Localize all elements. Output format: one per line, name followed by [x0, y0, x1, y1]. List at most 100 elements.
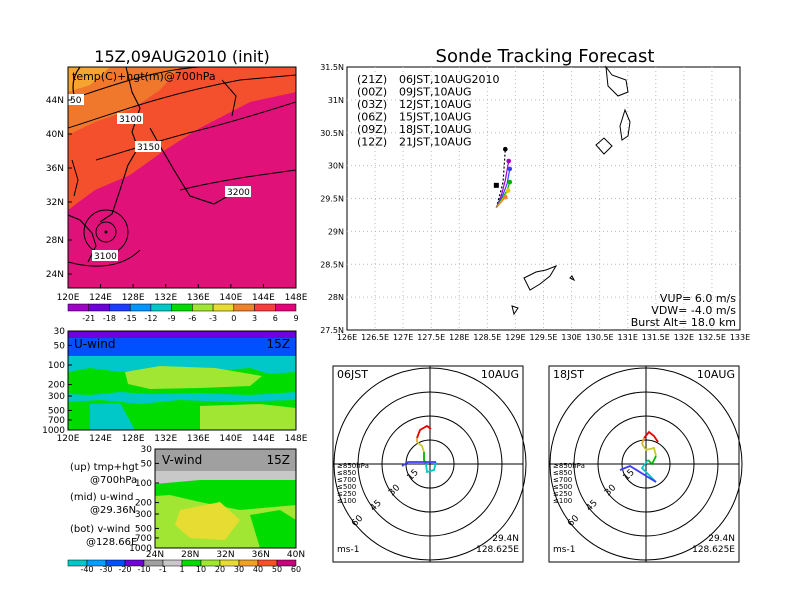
pressure-label-100: 100 — [48, 361, 65, 371]
page-title: 15Z,09AUG2010 (init) — [94, 47, 269, 66]
map700-lon-axis: 120E 124E 128E 132E 136E 140E 144E 148E — [57, 284, 308, 303]
hodo-level-0: ≥850hPa — [337, 462, 369, 470]
hodo-level-5: ≤100 — [337, 497, 356, 505]
track-legend-code-1: (00Z) — [357, 86, 387, 99]
colorbar-label: 60 — [291, 565, 301, 574]
track-legend-code-2: (03Z) — [357, 98, 387, 111]
lat-label-32N: 32N — [46, 198, 64, 208]
hodo-lat: 29.4N — [492, 534, 519, 544]
track-legend-code-5: (12Z) — [357, 136, 387, 149]
x-tick-130.5E: 130.5E — [586, 333, 614, 342]
uwind-lon-136E: 136E — [187, 434, 210, 444]
x-tick-127.5E: 127.5E — [417, 333, 445, 342]
legend-mid-2: @29.36N — [90, 505, 136, 516]
y-tick-28.5N: 28.5N — [320, 260, 344, 269]
pressure-label-50: 50 — [141, 459, 153, 469]
pressure-label-1000: 1000 — [42, 426, 65, 436]
colorbar-label: -15 — [124, 314, 137, 323]
pressure-label-300: 300 — [48, 392, 65, 402]
hodo-segment-5 — [401, 461, 436, 467]
track-info: VUP= 6.0 m/s VDW= -4.0 m/s Burst Alt= 18… — [631, 292, 737, 329]
y-tick-31N: 31N — [328, 96, 344, 105]
pressure-label-500: 500 — [48, 406, 65, 416]
track-line-1 — [495, 160, 510, 208]
lat-label-36N: 36N — [46, 164, 64, 174]
forecast-title: Sonde Tracking Forecast — [436, 46, 655, 67]
colorbar-swatch — [109, 303, 131, 312]
hodo-lon: 128.625E — [476, 545, 519, 555]
x-tick-128.5E: 128.5E — [473, 333, 501, 342]
hodo-lon: 128.625E — [692, 545, 735, 555]
hodo-segment-0 — [416, 424, 432, 439]
legend-up-1: (up) tmp+hgt — [70, 462, 139, 473]
track-burst: Burst Alt= 18.0 km — [631, 316, 736, 329]
track-point-5 — [503, 194, 508, 200]
hodo-date: 10AUG — [697, 368, 735, 381]
uwind-lon-132E: 132E — [154, 434, 177, 444]
colorbar-label: -12 — [144, 314, 157, 323]
hodo-level-5: ≤100 — [553, 497, 572, 505]
lon-label-148E: 148E — [285, 293, 308, 303]
pressure-label-100: 100 — [135, 479, 152, 489]
x-tick-133E: 133E — [730, 333, 750, 342]
y-tick-30N: 30N — [328, 162, 344, 171]
vwind-lat-36N: 36N — [252, 550, 270, 560]
vwind-lat-40N: 40N — [287, 550, 305, 560]
hodo-time: 18JST — [553, 368, 584, 381]
uwind-lon-124E: 124E — [89, 434, 112, 444]
track-legend: (21Z) 06JST,10AUG2010 (00Z) 09JST,10AUG (03Z… — [357, 73, 500, 149]
colorbar-label: 0 — [231, 314, 236, 323]
hodo-segment-1 — [641, 437, 645, 445]
track-legend-text-1: 09JST,10AUG — [399, 86, 472, 99]
pressure-label-200: 200 — [135, 499, 152, 509]
vwind-lat-32N: 32N — [216, 550, 234, 560]
track-point-3 — [507, 179, 513, 185]
map700-colorbar: -21 -18 -15 -12 -9 -6 -3 0 3 6 9 — [67, 303, 299, 323]
track-point-4 — [505, 188, 511, 193]
lon-label-144E: 144E — [252, 293, 275, 303]
colorbar-swatch — [171, 303, 193, 312]
y-tick-29.5N: 29.5N — [320, 195, 344, 204]
vwind-section — [155, 449, 296, 548]
colorbar-label: 6 — [273, 314, 278, 323]
track-point-1 — [506, 158, 511, 164]
track-legend-text-2: 12JST,10AUG — [399, 98, 472, 111]
colorbar-label: -10 — [137, 565, 150, 574]
lon-label-136E: 136E — [187, 293, 210, 303]
colorbar-label: -21 — [82, 314, 95, 323]
colorbar-swatch — [192, 303, 214, 312]
pressure-label-30: 30 — [54, 327, 66, 337]
x-tick-132.5E: 132.5E — [698, 333, 726, 342]
pressure-label-1000: 1000 — [129, 544, 152, 554]
track-point-0 — [503, 146, 508, 152]
pressure-label-30: 30 — [141, 445, 153, 455]
vwind-colorbar: -40 -30 -20 -10 -1 1 10 20 30 40 50 60 — [67, 559, 301, 574]
lon-label-128E: 128E — [122, 293, 145, 303]
vwind-lat-28N: 28N — [181, 550, 199, 560]
legend-bot-1: (bot) v-wind — [70, 524, 130, 535]
colorbar-label: -20 — [118, 565, 131, 574]
hodo-lat: 29.4N — [708, 534, 735, 544]
hodo-level-2: ≤700 — [337, 476, 356, 484]
colorbar-swatch — [88, 303, 110, 312]
lat-label-44N: 44N — [46, 96, 64, 106]
hodo-unit: ms-1 — [337, 545, 359, 555]
x-tick-131.5E: 131.5E — [642, 333, 670, 342]
x-tick-126E: 126E — [337, 333, 357, 342]
track-chart: 126E 126.5E 127E 127.5E 128E 128.5E 129E 129.5E… — [320, 63, 750, 342]
hodo-level-1: ≤850 — [553, 469, 572, 477]
track-legend-text-4: 18JST,10AUG — [399, 123, 472, 136]
colorbar-label: -18 — [103, 314, 116, 323]
contour-label-3150: 3150 — [137, 143, 160, 153]
vwind-lat-24N: 24N — [146, 550, 164, 560]
hodo-segment-2 — [416, 441, 425, 453]
uwind-label: U-wind — [74, 337, 115, 351]
map700-label: temp(C)+hgt(m)@700hPa — [72, 70, 216, 83]
colorbar-label: -1 — [159, 565, 167, 574]
x-tick-132E: 132E — [674, 333, 694, 342]
legend-bot-2: @128.66E — [86, 537, 137, 548]
pressure-label-200: 200 — [48, 381, 65, 391]
y-tick-29N: 29N — [328, 227, 344, 236]
